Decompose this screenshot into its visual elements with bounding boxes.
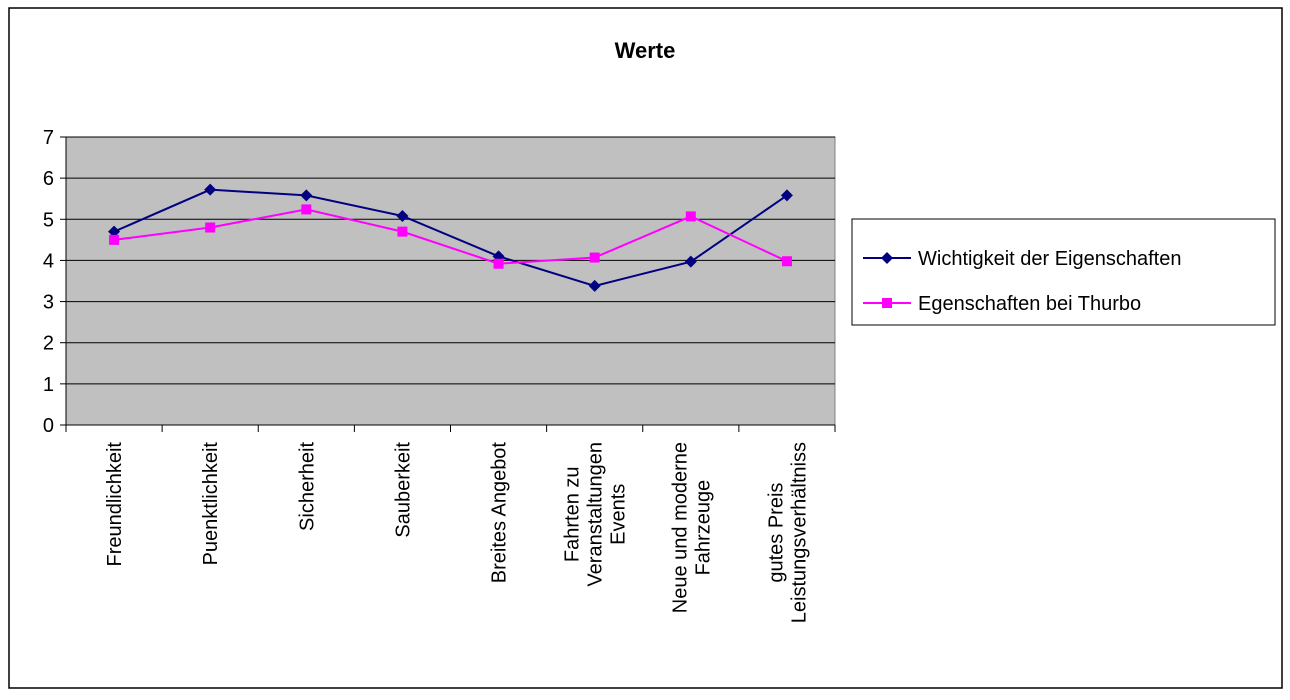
legend-box — [851, 218, 1276, 326]
x-category-label-line: Events — [608, 484, 630, 545]
data-point-diamond — [108, 225, 121, 238]
legend: Wichtigkeit der Eigenschaften Egenschafte… — [851, 218, 1276, 326]
y-tick-label: 3 — [43, 292, 54, 314]
data-point-square — [109, 234, 120, 245]
series-line-1 — [113, 188, 788, 287]
x-category-label-line: Puenktlichkeit — [200, 442, 222, 566]
x-category-label-line: Sauberkeit — [392, 442, 414, 538]
y-tick-label: 2 — [43, 333, 54, 355]
x-category-label: Freundlichkeit — [104, 442, 126, 567]
x-category-label: Breites Angebot — [489, 442, 511, 584]
x-category-label: Sicherheit — [296, 442, 318, 531]
legend-label-2: Egenschaften bei Thurbo — [918, 293, 1141, 315]
data-point-square — [781, 256, 792, 267]
y-tick-label: 1 — [43, 374, 54, 396]
chart-title: Werte — [615, 38, 676, 63]
x-category-label-line: gutes Preis — [765, 483, 787, 583]
data-point-square — [301, 204, 312, 215]
y-tick-label: 5 — [43, 209, 54, 231]
x-category-label-line: Fahrten zu — [562, 466, 584, 562]
data-point-diamond — [300, 189, 313, 202]
legend-label-1: Wichtigkeit der Eigenschaften — [918, 248, 1181, 270]
x-category-label-line: Neue und moderne — [669, 442, 691, 613]
x-category-label-line: Sicherheit — [296, 442, 318, 531]
x-category-label-line: Freundlichkeit — [104, 442, 126, 567]
data-point-diamond — [588, 279, 601, 292]
data-point-diamond — [204, 183, 217, 196]
plot-area: 0 1 2 3 4 5 6 7 Freundlichkeit Puenktlichkeit Sich… — [43, 127, 836, 623]
legend-marker-diamond — [881, 252, 893, 264]
data-point-square — [685, 211, 696, 222]
data-point-diamond — [396, 209, 409, 222]
x-category-label-line: Veranstaltungen — [585, 442, 607, 587]
x-category-label: Neue und moderne Fahrzeuge — [669, 442, 714, 613]
x-category-label-line: Breites Angebot — [489, 442, 511, 584]
series-line-2 — [113, 208, 788, 265]
y-tick-label: 6 — [43, 168, 54, 190]
data-point-diamond — [684, 255, 697, 268]
x-category-label: gutes Preis Leistungsverhältniss — [765, 442, 810, 623]
y-tick-label: 7 — [43, 127, 54, 149]
legend-marker-square — [882, 298, 892, 308]
plot-background — [65, 136, 836, 426]
y-tick-label: 0 — [43, 415, 54, 437]
x-category-label: Fahrten zu Veranstaltungen Events — [562, 442, 630, 587]
data-point-square — [493, 258, 504, 269]
data-point-square — [205, 222, 216, 233]
data-point-square — [589, 252, 600, 263]
data-point-square — [397, 226, 408, 237]
x-category-label-line: Leistungsverhältniss — [788, 442, 810, 623]
x-category-label: Sauberkeit — [392, 442, 414, 538]
x-category-label: Puenktlichkeit — [200, 442, 222, 566]
data-point-diamond — [780, 189, 793, 202]
x-category-label-line: Fahrzeuge — [692, 480, 714, 576]
y-tick-label: 4 — [43, 250, 54, 272]
